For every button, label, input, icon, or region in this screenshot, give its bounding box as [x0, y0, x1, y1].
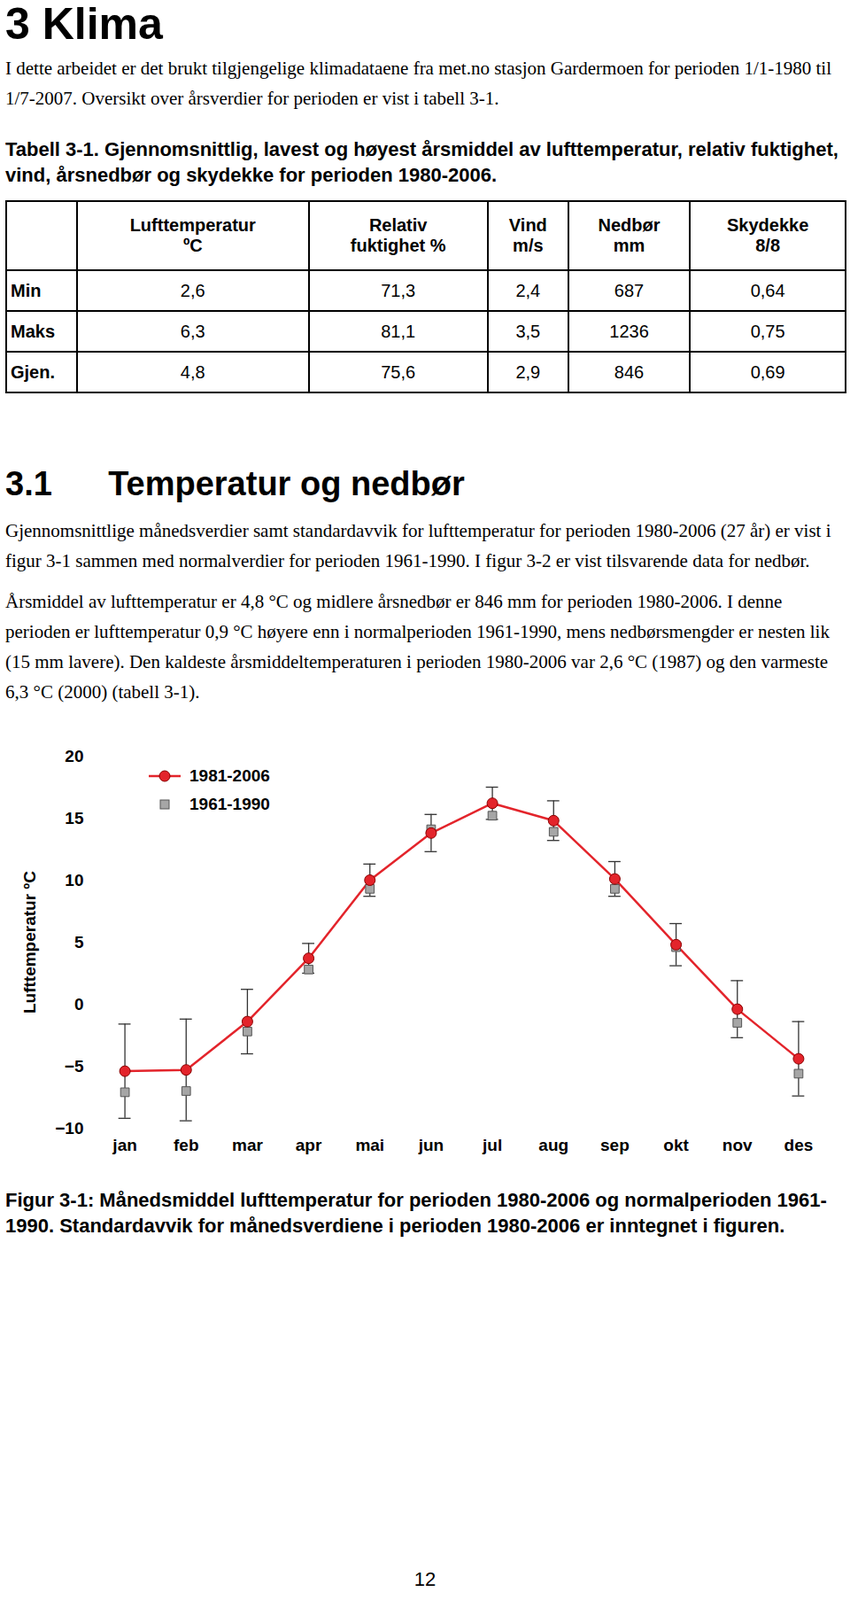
svg-text:okt: okt	[663, 1135, 689, 1154]
html-text:846: 846	[614, 361, 644, 382]
html-text:687: 687	[614, 280, 644, 300]
html-text:Gjen.: Gjen.	[10, 361, 55, 382]
html-text:6,3: 6,3	[180, 320, 206, 341]
html-text:2,4: 2,4	[515, 280, 541, 300]
svg-text:20: 20	[64, 746, 84, 765]
html-text:81,1: 81,1	[380, 320, 416, 341]
html-text:2,6: 2,6	[180, 280, 206, 300]
html-text:3.1 Temperatur og nedbør: 3.1 Temperatur og nedbør	[5, 464, 465, 503]
svg-text:apr: apr	[295, 1135, 323, 1154]
html-text:Maks: Maks	[10, 320, 55, 341]
html-text:3,5: 3,5	[515, 320, 541, 341]
html-text:0,69: 0,69	[750, 361, 786, 382]
svg-text:mar: mar	[231, 1135, 263, 1154]
html-text:Figur 3-1: Månedsmiddel luftte: Figur 3-1: Månedsmiddel lufttemperatur f…	[5, 1188, 827, 1237]
svg-text:jul: jul	[481, 1135, 503, 1154]
svg-text:nov: nov	[722, 1135, 753, 1154]
svg-text:−10: −10	[54, 1118, 84, 1137]
html-text:I dette arbeidet er det brukt: I dette arbeidet er det brukt tilgjengel…	[5, 57, 832, 109]
svg-text:−5: −5	[64, 1056, 85, 1075]
html-text:1961-1990: 1961-1990	[189, 794, 270, 813]
html-text:Tabell 3-1. Gjennomsnittlig, l: Tabell 3-1. Gjennomsnittlig, lavest og h…	[5, 138, 839, 186]
svg-text:aug: aug	[538, 1135, 569, 1154]
html-text:1981-2006: 1981-2006	[189, 765, 270, 785]
svg-text:10: 10	[64, 870, 84, 889]
html-text:Skydekke 8/8: Skydekke 8/8	[726, 215, 809, 255]
html-text:12: 12	[414, 1567, 436, 1590]
svg-text:sep: sep	[600, 1135, 630, 1154]
html-text:Relativ fuktighet %: Relativ fuktighet %	[350, 215, 446, 255]
html-text:Nedbør mm: Nedbør mm	[598, 215, 661, 255]
svg-text:15: 15	[64, 808, 85, 827]
svg-text:0: 0	[74, 994, 85, 1013]
html-text:Gjennomsnittlige månedsverdier: Gjennomsnittlige månedsverdier samt stan…	[5, 519, 831, 572]
html-text:Min: Min	[10, 280, 42, 300]
svg-text:feb: feb	[173, 1135, 200, 1154]
html-text:0,64: 0,64	[750, 280, 786, 300]
svg-text:jun: jun	[417, 1135, 445, 1154]
html-text:4,8: 4,8	[180, 361, 206, 382]
svg-text:mai: mai	[355, 1135, 385, 1154]
html-text:Lufttemperatur ºC: Lufttemperatur ºC	[129, 215, 256, 255]
svg-text:5: 5	[74, 932, 85, 951]
svg-text:des: des	[784, 1135, 814, 1154]
html-text:Årsmiddel av lufttemperatur er: Årsmiddel av lufttemperatur er 4,8 °C og…	[5, 590, 830, 703]
html-text:2,9: 2,9	[515, 361, 541, 382]
svg-text:Lufttemperatur ºC: Lufttemperatur ºC	[20, 870, 39, 1013]
html-text:0,75: 0,75	[750, 320, 786, 341]
html-text:75,6: 75,6	[380, 361, 416, 382]
html-text:71,3: 71,3	[380, 280, 416, 300]
html-text:Vind m/s: Vind m/s	[508, 215, 548, 255]
html-text:1236: 1236	[609, 320, 649, 341]
svg-text:jan: jan	[111, 1135, 137, 1154]
html-text:3 Klima: 3 Klima	[5, 0, 163, 49]
